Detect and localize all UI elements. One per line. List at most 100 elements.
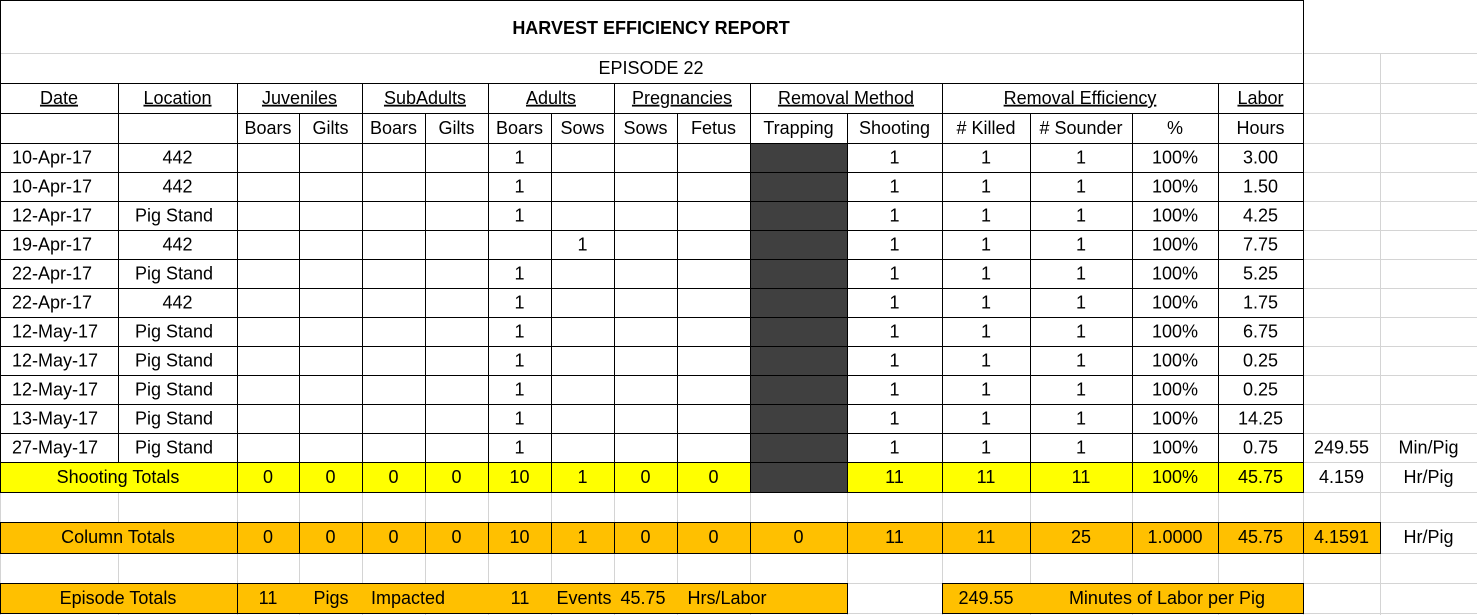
cell	[488, 172, 552, 202]
cell	[425, 404, 489, 434]
cell	[614, 259, 678, 289]
cell	[750, 346, 848, 376]
cell-text: Pregnancies	[632, 88, 732, 108]
cell-text: 1	[514, 321, 524, 341]
cell	[362, 113, 426, 144]
cell-text: 100%	[1152, 408, 1198, 428]
cell-text: 11	[885, 467, 904, 487]
cell	[1132, 201, 1219, 231]
cell-text: Column Totals	[61, 527, 175, 547]
cell-text: 1	[889, 234, 899, 254]
cell-text: 11	[1072, 467, 1091, 487]
cell-text: Min/Pig	[1398, 437, 1458, 457]
cell	[425, 172, 489, 202]
cell	[614, 83, 751, 114]
cell-text: 100%	[1152, 321, 1198, 341]
cell	[237, 375, 300, 405]
cell	[362, 433, 426, 463]
cell-text: 1	[1076, 205, 1086, 225]
cell	[299, 172, 363, 202]
cell-text: 5.25	[1243, 263, 1278, 283]
cell	[299, 433, 363, 463]
cell	[750, 462, 848, 493]
cell	[1132, 259, 1219, 289]
cell	[551, 462, 615, 493]
cell-text: Trapping	[763, 118, 833, 138]
cell-text: Hrs/Labor	[687, 588, 766, 608]
cell	[551, 433, 615, 463]
cell	[942, 462, 1031, 493]
cell-text: 1	[514, 437, 524, 457]
cell-text: 12-May-17	[12, 350, 98, 370]
cell	[1218, 462, 1304, 493]
cell-text: 0	[708, 527, 718, 547]
cell-text: 100%	[1152, 234, 1198, 254]
cell	[1132, 172, 1219, 202]
cell	[847, 346, 943, 376]
cell	[677, 433, 751, 463]
cell-text: 1	[889, 379, 899, 399]
cell	[299, 113, 363, 144]
cell-text: 10	[509, 467, 529, 487]
cell	[614, 375, 678, 405]
cell-text: 100%	[1152, 292, 1198, 312]
cell-text: 1	[889, 147, 899, 167]
cell-text: Labor	[1237, 88, 1283, 108]
cell	[299, 346, 363, 376]
cell	[750, 433, 848, 463]
cell	[942, 113, 1031, 144]
cell-text: # Sounder	[1039, 118, 1122, 138]
cell	[1218, 404, 1304, 434]
cell	[614, 433, 678, 463]
cell	[1218, 83, 1304, 114]
cell	[614, 201, 678, 231]
cell	[237, 288, 300, 318]
cell	[237, 433, 300, 463]
cell-text: Boars	[496, 118, 543, 138]
cell-text: Pig Stand	[135, 379, 213, 399]
cell	[362, 143, 426, 173]
cell	[362, 172, 426, 202]
cell-text: Date	[40, 88, 78, 108]
cell-text: 100%	[1152, 379, 1198, 399]
cell	[0, 0, 1304, 84]
cell-text: 3.00	[1243, 147, 1278, 167]
cell	[942, 346, 1031, 376]
cell-text: 1	[514, 379, 524, 399]
cell	[362, 259, 426, 289]
cell	[425, 433, 489, 463]
cell-text: 25	[1071, 527, 1091, 547]
cell-text: 1	[981, 263, 991, 283]
cell-text: 4.1591	[1314, 527, 1369, 547]
cell	[299, 317, 363, 347]
cell	[299, 259, 363, 289]
cell	[237, 346, 300, 376]
cell-text: 7.75	[1243, 234, 1278, 254]
cell-text: 45.75	[1238, 467, 1283, 487]
cell	[614, 346, 678, 376]
cell-text: 0	[640, 467, 650, 487]
cell	[614, 230, 678, 260]
cell	[237, 230, 300, 260]
cell	[677, 522, 751, 554]
cell	[488, 375, 552, 405]
cell	[299, 404, 363, 434]
cell	[677, 230, 751, 260]
cell-text: 1	[889, 437, 899, 457]
cell-text: 1.75	[1243, 292, 1278, 312]
cell	[1218, 259, 1304, 289]
cell-text: 4.159	[1319, 467, 1364, 487]
cell	[362, 83, 489, 114]
cell	[1132, 346, 1219, 376]
cell	[614, 522, 678, 554]
cell-text: EPISODE 22	[598, 58, 703, 78]
cell-text: Sows	[560, 118, 604, 138]
cell	[1132, 522, 1219, 554]
cell-text: 100%	[1152, 467, 1198, 487]
cell	[750, 259, 848, 289]
cell	[551, 201, 615, 231]
cell	[614, 143, 678, 173]
cell	[847, 522, 943, 554]
cell	[942, 172, 1031, 202]
cell-text: 1	[889, 408, 899, 428]
